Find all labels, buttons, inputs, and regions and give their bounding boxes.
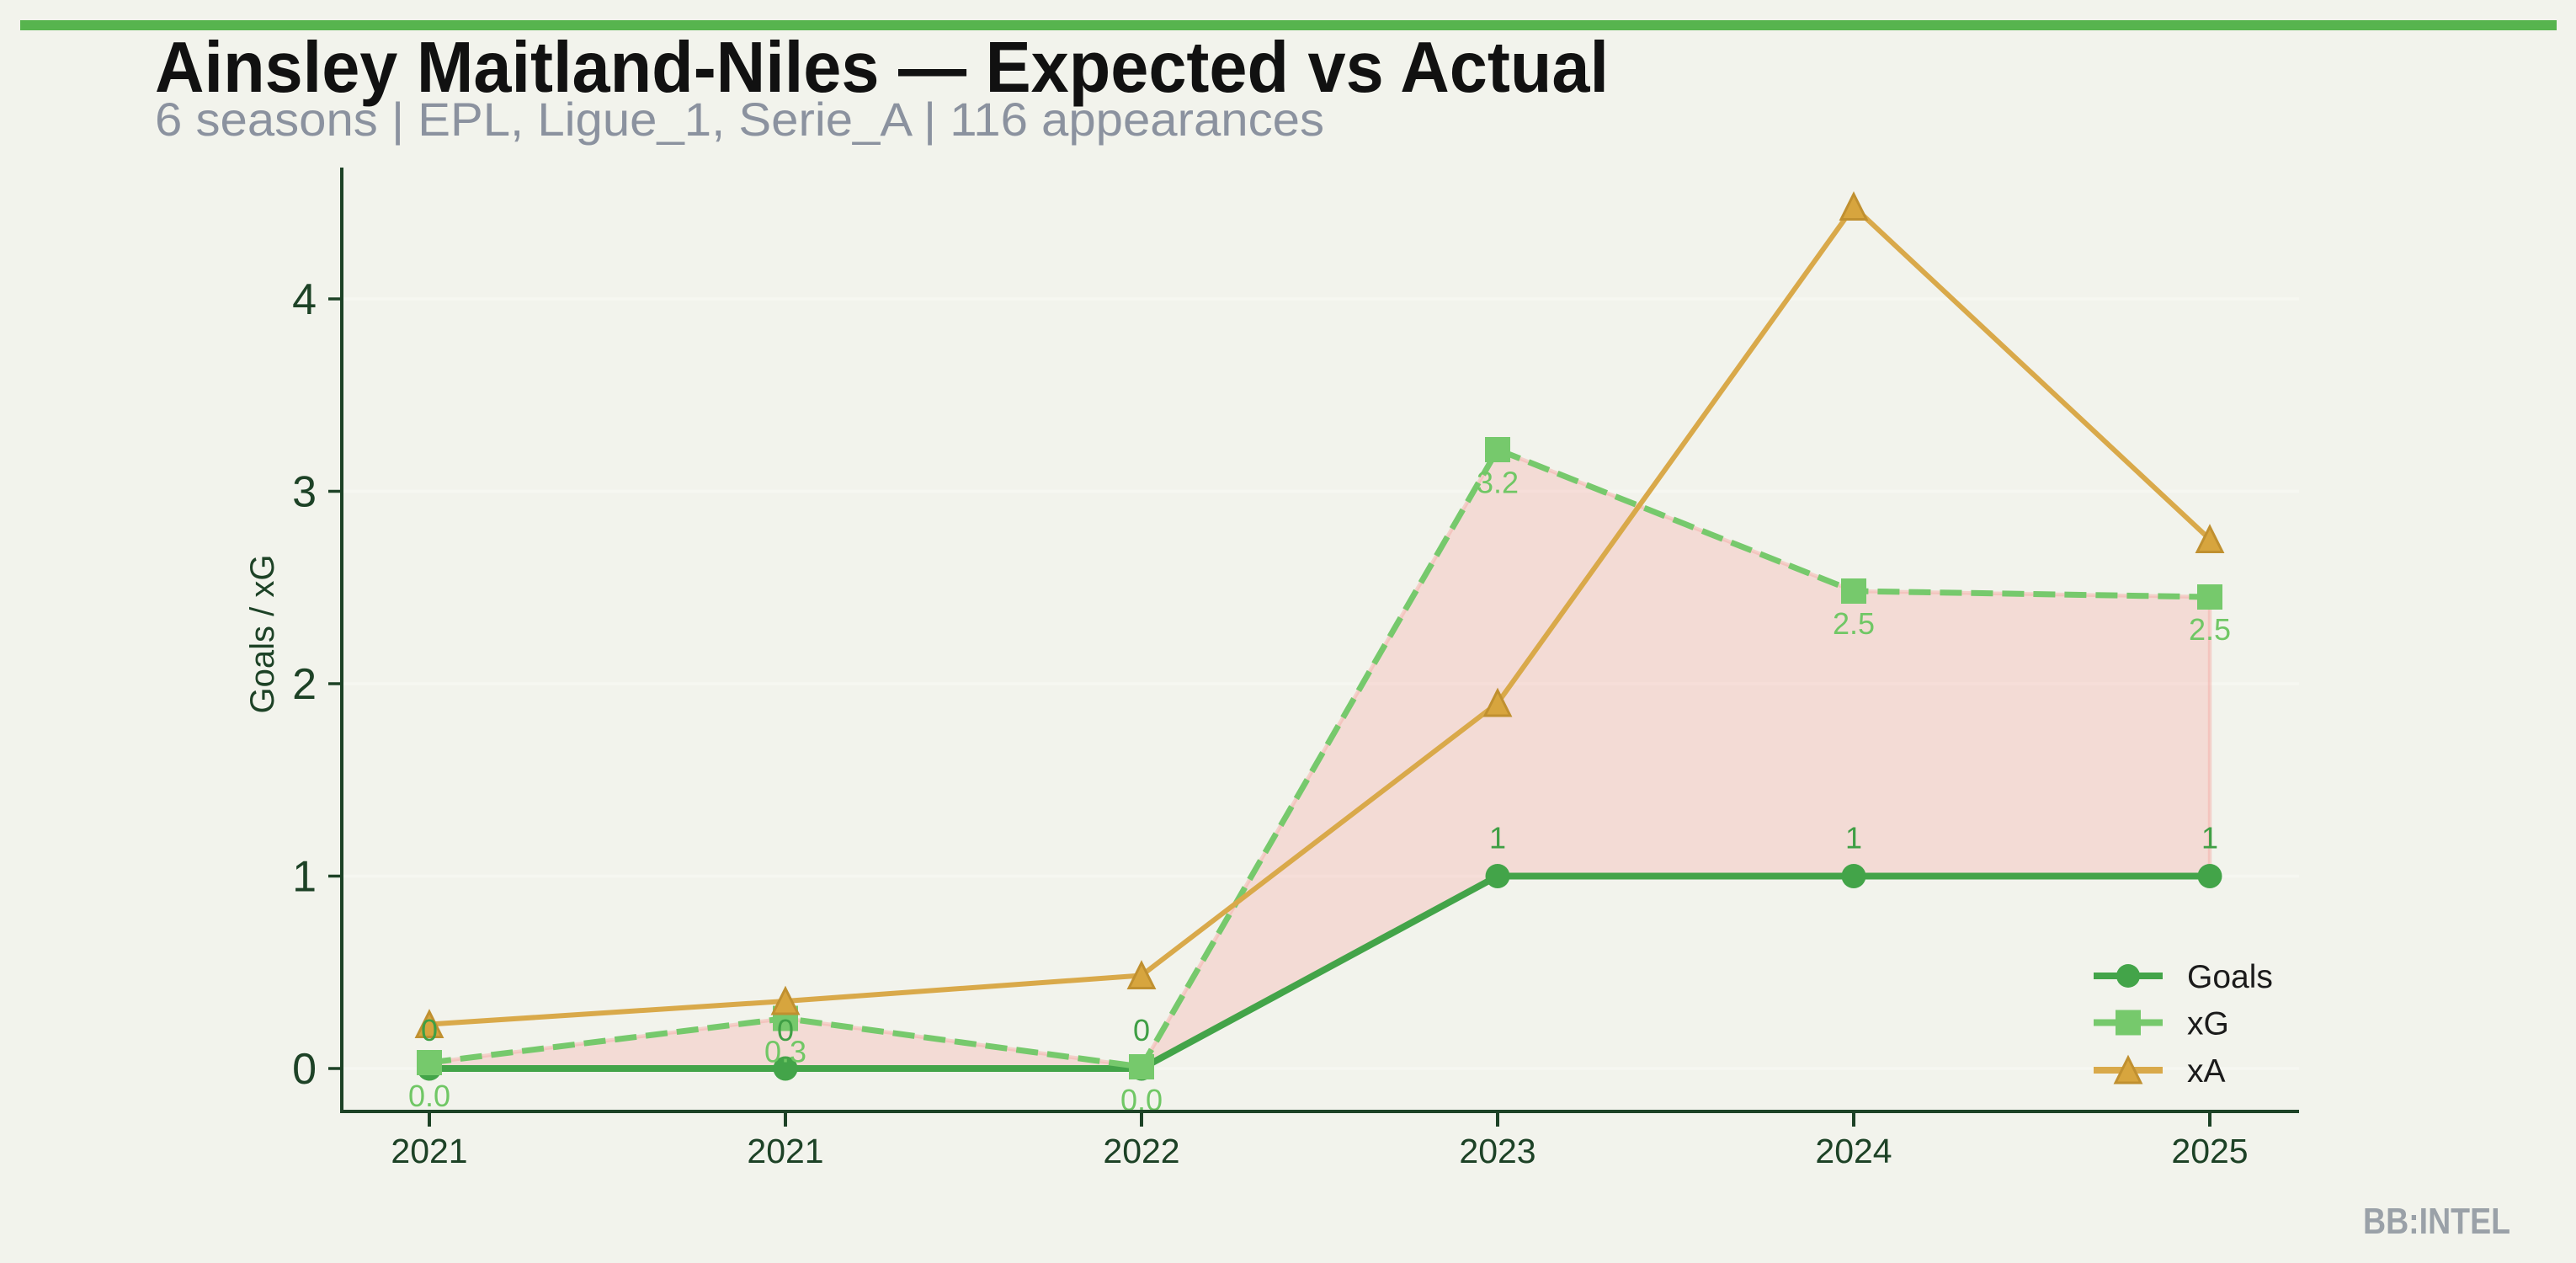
svg-text:xA: xA	[2187, 1053, 2226, 1090]
svg-text:Goals / xG: Goals / xG	[244, 555, 281, 714]
svg-text:2023: 2023	[1459, 1132, 1535, 1170]
svg-text:Goals: Goals	[2187, 959, 2273, 995]
svg-text:0: 0	[1133, 1013, 1150, 1047]
svg-text:2: 2	[292, 660, 317, 709]
svg-text:0.0: 0.0	[408, 1079, 450, 1113]
svg-text:2.5: 2.5	[2189, 612, 2231, 647]
svg-text:6 seasons | EPL, Ligue_1, Seri: 6 seasons | EPL, Ligue_1, Serie_A | 116 …	[155, 93, 1324, 146]
svg-text:3.2: 3.2	[1477, 466, 1519, 500]
svg-text:0.3: 0.3	[764, 1035, 806, 1069]
svg-text:2021: 2021	[747, 1132, 823, 1170]
svg-text:2.5: 2.5	[1833, 606, 1875, 641]
svg-text:4: 4	[292, 275, 317, 324]
svg-text:2022: 2022	[1103, 1132, 1179, 1170]
svg-text:1: 1	[1845, 821, 1862, 855]
svg-text:1: 1	[1489, 821, 1506, 855]
svg-text:2024: 2024	[1815, 1132, 1892, 1170]
svg-text:2021: 2021	[391, 1132, 467, 1170]
svg-text:1: 1	[292, 853, 317, 902]
svg-text:0: 0	[421, 1013, 438, 1047]
svg-text:0: 0	[292, 1045, 317, 1094]
svg-text:1: 1	[2201, 821, 2218, 855]
svg-text:BB:INTEL: BB:INTEL	[2363, 1201, 2510, 1242]
svg-text:xG: xG	[2187, 1006, 2229, 1042]
svg-text:2025: 2025	[2171, 1132, 2248, 1170]
svg-text:0: 0	[777, 1013, 794, 1047]
svg-text:3: 3	[292, 468, 317, 517]
svg-text:Ainsley Maitland-Niles — Expec: Ainsley Maitland-Niles — Expected vs Act…	[155, 28, 1609, 108]
